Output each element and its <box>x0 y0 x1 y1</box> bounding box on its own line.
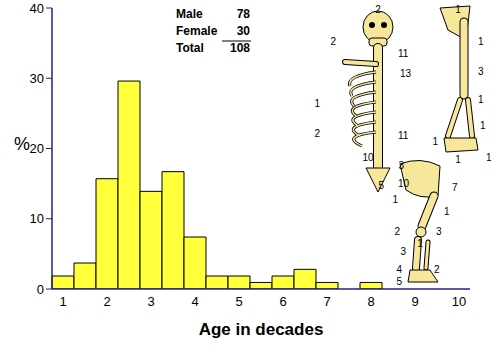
svg-text:Total: Total <box>176 41 204 55</box>
svg-text:30: 30 <box>30 71 44 86</box>
svg-text:1: 1 <box>59 294 66 309</box>
svg-text:Female: Female <box>176 24 218 38</box>
svg-text:6: 6 <box>279 294 286 309</box>
svg-text:40: 40 <box>30 1 44 16</box>
svg-text:13: 13 <box>400 68 412 79</box>
svg-text:1: 1 <box>455 4 461 15</box>
svg-text:1: 1 <box>444 206 450 217</box>
svg-text:7: 7 <box>452 182 458 193</box>
svg-text:1: 1 <box>432 136 438 147</box>
svg-text:10: 10 <box>30 211 44 226</box>
svg-text:20: 20 <box>30 141 44 156</box>
svg-text:1: 1 <box>392 194 398 205</box>
svg-text:%: % <box>14 134 30 154</box>
svg-text:1: 1 <box>314 98 320 109</box>
svg-text:3: 3 <box>147 294 154 309</box>
svg-text:2: 2 <box>330 36 336 47</box>
svg-text:3: 3 <box>398 160 404 171</box>
svg-text:3: 3 <box>400 246 406 257</box>
svg-text:10: 10 <box>452 294 466 309</box>
svg-text:1: 1 <box>480 120 486 131</box>
svg-text:1: 1 <box>486 152 492 163</box>
svg-text:4: 4 <box>396 264 402 275</box>
svg-text:Male: Male <box>176 7 203 21</box>
svg-text:7: 7 <box>323 294 330 309</box>
svg-text:3: 3 <box>478 66 484 77</box>
svg-text:3: 3 <box>436 226 442 237</box>
svg-text:1: 1 <box>478 36 484 47</box>
svg-text:2: 2 <box>394 226 400 237</box>
svg-text:2: 2 <box>434 264 440 275</box>
svg-text:2: 2 <box>314 128 320 139</box>
svg-text:108: 108 <box>230 41 250 55</box>
svg-text:30: 30 <box>237 24 251 38</box>
svg-text:Age in decades: Age in decades <box>199 320 324 339</box>
svg-text:8: 8 <box>367 294 374 309</box>
svg-text:11: 11 <box>398 48 409 59</box>
svg-text:4: 4 <box>191 294 198 309</box>
svg-text:5: 5 <box>378 180 384 191</box>
svg-text:1: 1 <box>478 94 484 105</box>
svg-text:5: 5 <box>396 276 402 287</box>
svg-text:1: 1 <box>417 238 423 249</box>
svg-text:1: 1 <box>455 154 461 165</box>
svg-text:0: 0 <box>37 282 44 297</box>
svg-text:11: 11 <box>398 130 409 141</box>
svg-text:10: 10 <box>398 178 410 189</box>
svg-text:9: 9 <box>411 294 418 309</box>
svg-text:78: 78 <box>237 7 251 21</box>
svg-text:5: 5 <box>235 294 242 309</box>
svg-text:2: 2 <box>375 4 381 15</box>
svg-text:2: 2 <box>103 294 110 309</box>
svg-text:10: 10 <box>362 152 374 163</box>
